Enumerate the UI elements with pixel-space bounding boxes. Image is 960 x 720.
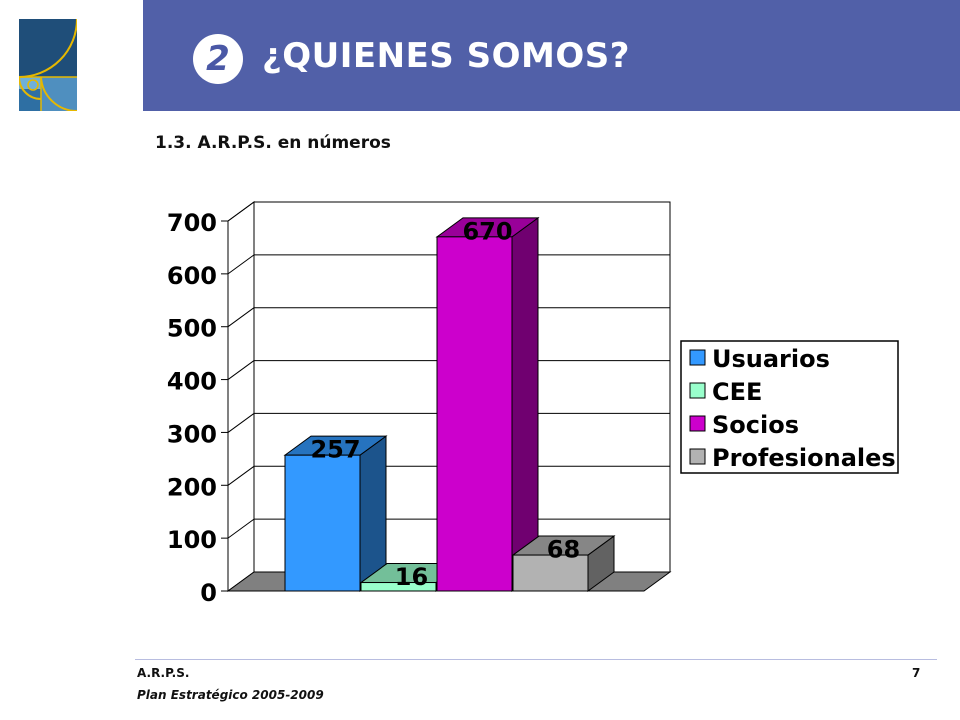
y-tick-label: 200 [167,473,217,501]
legend-label-cee: CEE [712,378,762,406]
data-label-profesionales: 68 [547,536,580,564]
gridline-depth [227,201,255,222]
bar-socios-side [511,216,539,592]
company-logo [19,19,77,111]
bar-usuarios [284,454,361,592]
y-tick-label: 0 [200,579,217,607]
page-number: 7 [912,666,921,680]
data-label-socios: 670 [462,217,512,245]
footer-divider [135,659,937,660]
bar-profesionales [512,554,589,592]
y-tick-label: 100 [167,526,217,554]
chart-side-wall [227,201,255,592]
y-tick-label: 400 [167,368,217,396]
y-tick-label: 600 [167,262,217,290]
gridline-depth [227,413,255,433]
gridline-depth [227,518,255,539]
section-subtitle: 1.3. A.R.P.S. en números [155,133,391,153]
y-tick-label: 300 [167,420,217,448]
legend-label-profesionales: Profesionales [712,444,896,472]
legend-swatch-socios [689,415,706,432]
legend-swatch-usuarios [689,349,706,366]
legend-swatch-profesionales [689,448,706,465]
legend-label-usuarios: Usuarios [712,345,830,373]
y-tick-label: 700 [167,209,217,237]
gridline-depth [227,465,255,486]
gridline-depth [227,360,255,380]
bar-socios [436,236,513,592]
gridline-depth [227,307,255,328]
data-label-cee: 16 [395,563,428,591]
footer-plan-title: Plan Estratégico 2005-2009 [137,688,324,702]
legend-label-socios: Socios [712,411,799,439]
page-title: ¿QUIENES SOMOS? [262,36,630,76]
legend-swatch-cee [689,382,706,399]
header-band [143,0,960,111]
gridline-depth [227,254,255,275]
bar-cee [360,582,437,592]
chart-legend [680,340,899,474]
section-number-badge: 2 [193,34,243,84]
data-label-usuarios: 257 [310,436,360,464]
footer-organization: A.R.P.S. [137,666,190,680]
y-tick-label: 500 [167,315,217,343]
